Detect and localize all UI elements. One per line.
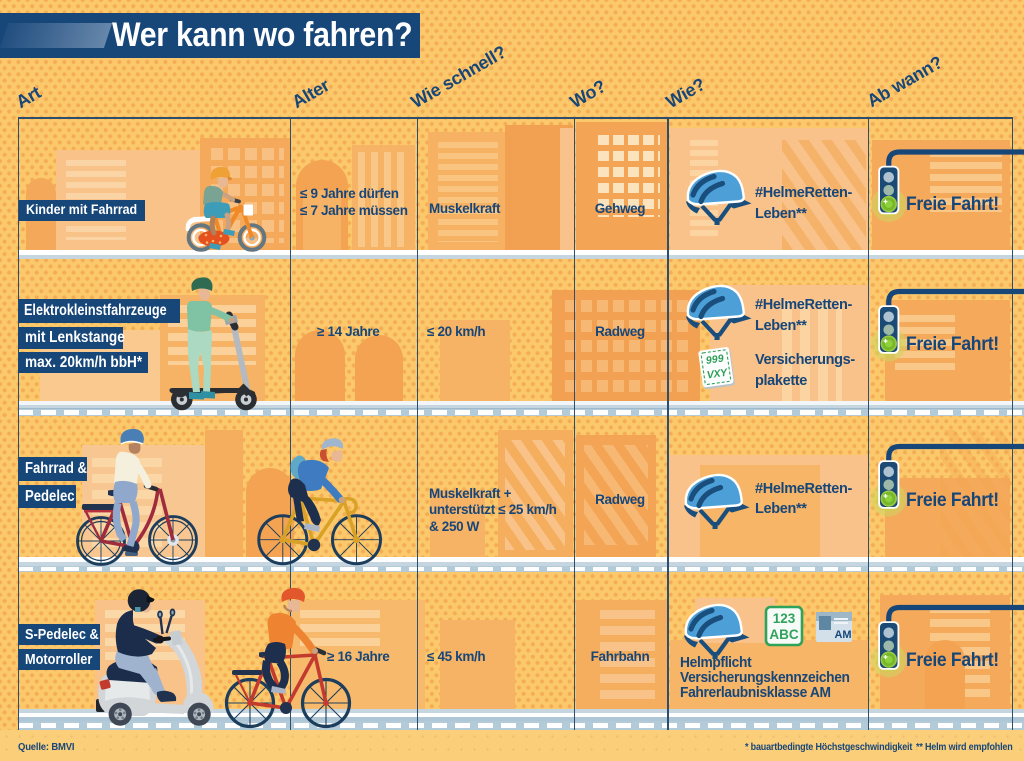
svg-text:VXY: VXY (706, 367, 729, 382)
svg-text:123: 123 (773, 611, 796, 626)
svg-text:AM: AM (834, 629, 851, 641)
svg-text:ABC: ABC (769, 627, 798, 642)
svg-text:999: 999 (705, 353, 725, 367)
